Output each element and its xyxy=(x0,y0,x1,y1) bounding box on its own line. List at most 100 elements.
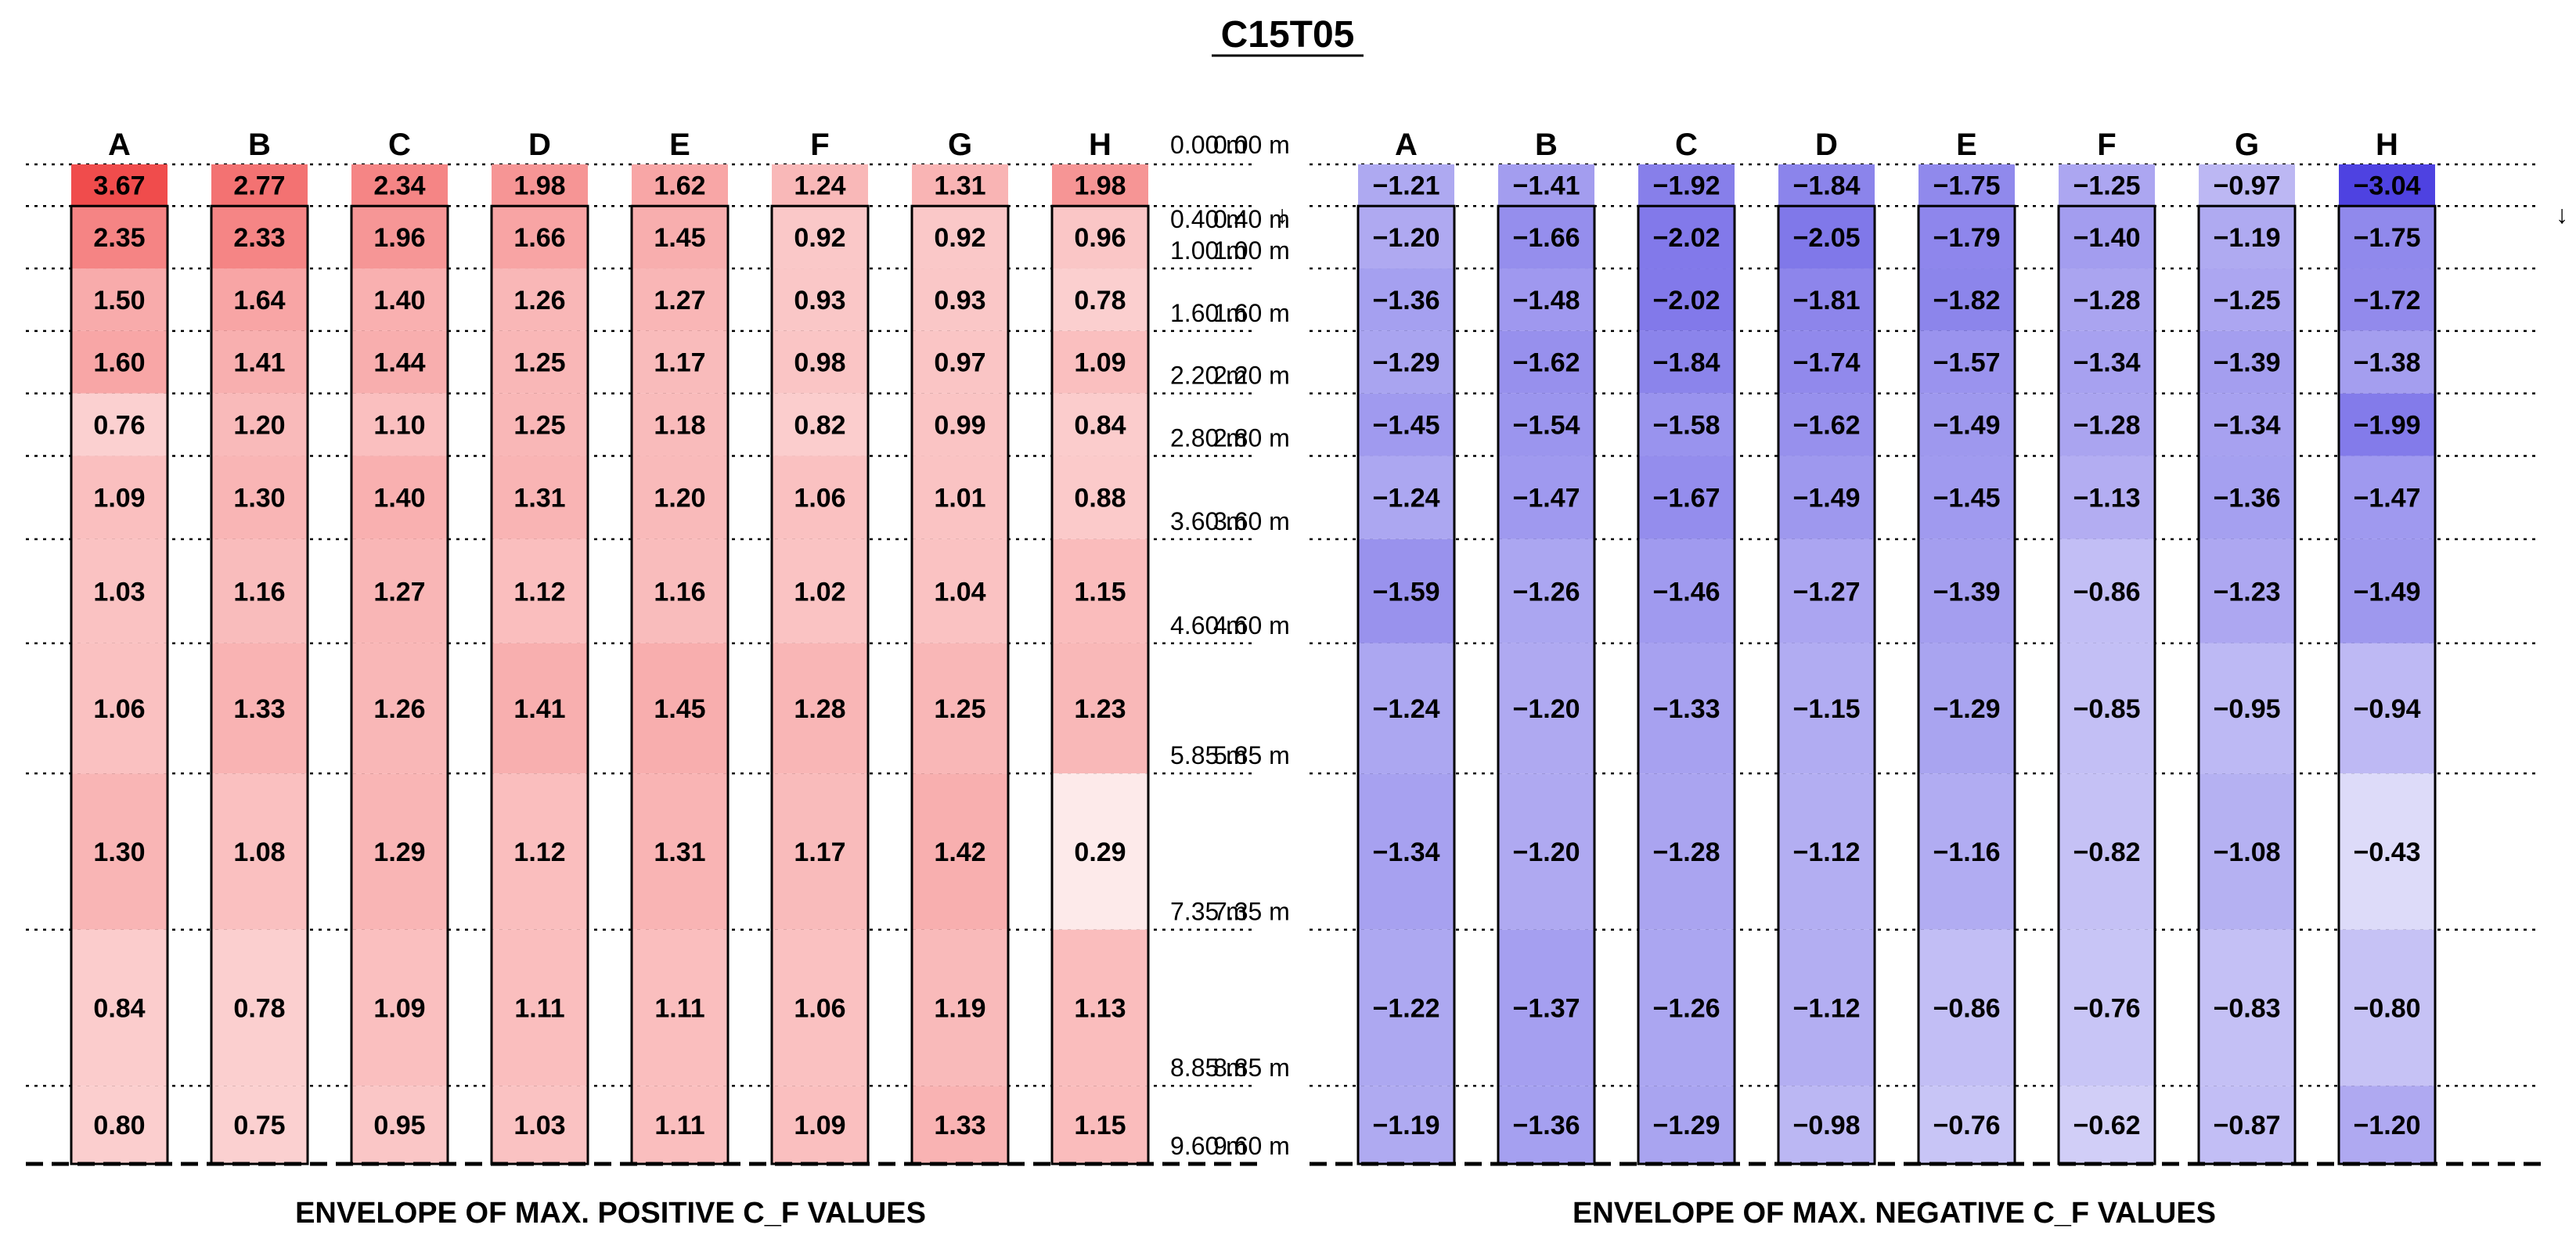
height-label: 0.40 m xyxy=(1213,205,1290,233)
heatmap-cell xyxy=(772,393,868,456)
cell-value: −0.80 xyxy=(2353,993,2420,1023)
cell-value: −1.22 xyxy=(1372,993,1439,1023)
cell-value: −1.39 xyxy=(2213,348,2280,378)
cell-value: 0.78 xyxy=(1074,286,1126,315)
heatmap-cell xyxy=(772,773,868,930)
heatmap-cell xyxy=(2199,539,2295,643)
cell-value: −1.45 xyxy=(1372,411,1439,441)
heatmap-cell xyxy=(211,539,308,643)
heatmap-cell xyxy=(632,643,728,774)
heatmap-cell xyxy=(492,456,588,539)
column-label-f: F xyxy=(810,128,829,162)
cell-value: −3.04 xyxy=(2353,171,2420,201)
column-label-g: G xyxy=(948,128,972,162)
cell-value: 1.10 xyxy=(373,411,425,441)
heatmap-cell xyxy=(211,773,308,930)
cell-value: 1.18 xyxy=(654,411,705,441)
cell-value: −1.47 xyxy=(1512,484,1580,513)
column-label-d: D xyxy=(528,128,551,162)
cell-value: 1.45 xyxy=(654,694,705,724)
column-label-h: H xyxy=(1089,128,1111,162)
cell-value: −1.34 xyxy=(2073,348,2140,378)
heatmap-cell xyxy=(351,1086,448,1164)
cell-value: 0.92 xyxy=(794,223,845,253)
heatmap-cell xyxy=(632,456,728,539)
heatmap-cell xyxy=(912,773,1008,930)
height-label: 9.60 m xyxy=(1170,1132,1247,1160)
cell-value: −1.36 xyxy=(2213,484,2280,513)
heatmap-cell xyxy=(1778,1086,1875,1164)
cell-value: −1.38 xyxy=(2353,348,2420,378)
cell-value: −2.02 xyxy=(1652,286,1720,315)
cell-value: −1.19 xyxy=(2213,223,2280,253)
cell-value: 1.29 xyxy=(373,838,425,867)
heatmap-cell xyxy=(351,164,448,207)
heatmap-cell xyxy=(912,1086,1008,1164)
cell-value: 1.66 xyxy=(513,223,565,253)
heatmap-cell xyxy=(2059,456,2155,539)
cell-value: −1.26 xyxy=(1512,577,1580,607)
cell-value: −1.82 xyxy=(1933,286,2000,315)
cell-value: −0.98 xyxy=(1792,1111,1860,1140)
heatmap-cell xyxy=(71,206,168,269)
heatmap-cell xyxy=(912,643,1008,774)
cell-value: −1.29 xyxy=(1933,694,2000,724)
cell-value: −1.49 xyxy=(1792,484,1860,513)
heatmap-cell xyxy=(1778,206,1875,269)
cell-value: 1.02 xyxy=(794,577,845,607)
heatmap-cell xyxy=(1918,773,2015,930)
heatmap-cell xyxy=(772,456,868,539)
cell-value: 1.09 xyxy=(373,993,425,1023)
heatmap-cell xyxy=(1778,393,1875,456)
height-label: 2.80 m xyxy=(1170,423,1247,452)
cell-value: 0.82 xyxy=(794,411,845,441)
heatmap-cell xyxy=(2059,268,2155,331)
cell-value: 1.13 xyxy=(1074,993,1126,1023)
cell-value: −1.16 xyxy=(1933,838,2000,867)
column-label-f: F xyxy=(2097,128,2116,162)
cell-value: 1.30 xyxy=(93,838,145,867)
column-outline-h xyxy=(2337,204,2437,1165)
height-label: 8.85 m xyxy=(1170,1054,1247,1082)
cell-value: 1.11 xyxy=(654,1111,704,1140)
heatmap-cell xyxy=(1918,393,2015,456)
cell-value: −1.49 xyxy=(2353,577,2420,607)
down-arrow-icon: ↓ xyxy=(1276,200,1288,229)
heatmap-cell xyxy=(71,929,168,1086)
cell-value: 1.40 xyxy=(373,286,425,315)
cell-value: −1.37 xyxy=(1512,993,1580,1023)
cell-value: 1.26 xyxy=(373,694,425,724)
cell-value: 0.97 xyxy=(934,348,985,378)
heatmap-cell xyxy=(632,773,728,930)
cell-value: −1.46 xyxy=(1652,577,1720,607)
cell-value: −1.25 xyxy=(2213,286,2280,315)
cell-value: 1.44 xyxy=(373,348,425,378)
heatmap-cell xyxy=(71,456,168,539)
height-label: 7.35 m xyxy=(1213,898,1290,926)
heatmap-cell xyxy=(1638,773,1735,930)
cell-value: −1.45 xyxy=(1933,484,2000,513)
heatmap-cell xyxy=(772,268,868,331)
heatmap-cell xyxy=(1638,164,1735,207)
heatmap-cell xyxy=(632,268,728,331)
heatmap-cell xyxy=(912,164,1008,207)
heatmap-cell xyxy=(1052,330,1148,394)
heatmap-cell xyxy=(912,929,1008,1086)
cell-value: 1.25 xyxy=(513,411,565,441)
cell-value: −1.72 xyxy=(2353,286,2420,315)
cell-value: −1.25 xyxy=(2073,171,2140,201)
heatmap-cell xyxy=(772,1086,868,1164)
heatmap-cell xyxy=(211,456,308,539)
cell-value: 1.40 xyxy=(373,484,425,513)
cell-value: −1.29 xyxy=(1372,348,1439,378)
cell-value: 1.27 xyxy=(373,577,425,607)
heatmap-cell xyxy=(1918,268,2015,331)
heatmap-cell xyxy=(632,929,728,1086)
cell-value: 1.98 xyxy=(513,171,565,201)
heatmap-cell xyxy=(2339,773,2435,930)
cell-value: −1.48 xyxy=(1512,286,1580,315)
cell-value: 0.93 xyxy=(934,286,985,315)
cell-value: −1.57 xyxy=(1933,348,2000,378)
column-label-g: G xyxy=(2235,128,2259,162)
heatmap-cell xyxy=(351,456,448,539)
